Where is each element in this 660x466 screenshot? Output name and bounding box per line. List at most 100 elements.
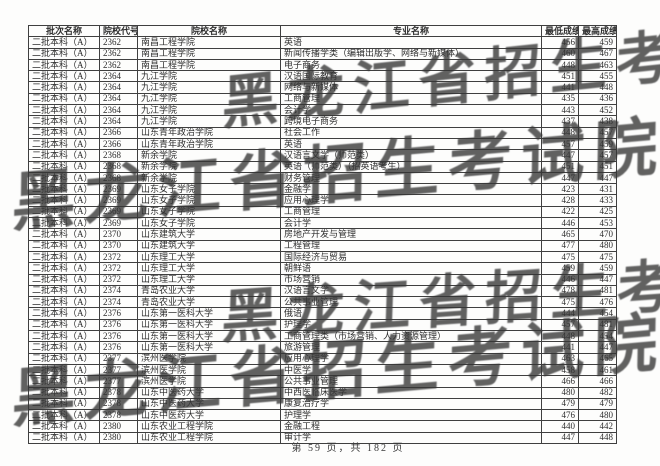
cell-major-name: 审计学: [280, 431, 542, 444]
cell-college-name: 南昌工程学院: [137, 36, 281, 49]
table-header-row: 批次名称 院校代号 院校名称 专业名称 最低成绩 最高成绩: [28, 24, 617, 38]
cell-major-name: 英语: [280, 137, 542, 151]
cell-major-name: 公共事业管理: [280, 375, 542, 388]
cell-college-code: 2376: [99, 318, 138, 332]
cell-min-score: 458: [541, 363, 579, 377]
cell-batch-name: 二批本科（A）: [28, 352, 100, 365]
cell-max-score: 475: [578, 250, 617, 264]
table-row: 二批本科（A） 2376 山东第一医科大学 旅游管理 441 447: [28, 341, 617, 354]
cell-min-score: 478: [541, 284, 579, 298]
cell-min-score: 457: [541, 137, 579, 151]
cell-max-score: 476: [578, 296, 617, 309]
cell-min-score: 444: [541, 307, 579, 320]
cell-major-name: 汉语言文学（师范类）: [280, 149, 542, 162]
cell-min-score: 459: [541, 262, 579, 275]
table-row: 二批本科（A） 2366 山东青年政治学院 社会工作 448 457: [28, 126, 617, 139]
cell-college-name: 山东中医药大学: [137, 397, 281, 411]
cell-min-score: 447: [541, 149, 579, 162]
header-cell: 批次名称: [28, 24, 100, 38]
cell-major-name: 金融工程: [280, 420, 542, 433]
cell-max-score: 425: [578, 205, 617, 219]
table-row: 二批本科（A） 2364 九江学院 会计学 443 452: [28, 104, 617, 117]
cell-college-name: 九江学院: [137, 115, 281, 128]
cell-college-name: 青岛农业大学: [137, 284, 281, 298]
cell-major-name: 英语（师范类）（招英语考生）: [280, 160, 542, 173]
cell-college-name: 山东农业工程学院: [137, 431, 281, 444]
cell-batch-name: 二批本科（A）: [28, 160, 100, 173]
admission-scores-table: 批次名称 院校代号 院校名称 专业名称 最低成绩 最高成绩 二批本科（A） 2362 南昌工程…: [28, 24, 617, 444]
cell-major-name: 房地产开发与管理: [280, 228, 542, 241]
cell-max-score: 448: [578, 81, 617, 94]
cell-max-score: 459: [578, 137, 617, 151]
cell-college-name: 山东女子学院: [137, 194, 281, 207]
cell-college-name: 山东理工大学: [137, 250, 281, 264]
cell-college-code: 2366: [99, 126, 138, 139]
cell-college-code: 2369: [99, 205, 138, 219]
cell-max-score: 459: [578, 262, 617, 275]
cell-min-score: 448: [541, 126, 579, 139]
cell-major-name: 护理学: [280, 318, 542, 332]
cell-college-name: 新余学院: [137, 160, 281, 173]
cell-batch-name: 二批本科（A）: [28, 171, 100, 185]
cell-college-code: 2380: [99, 431, 138, 444]
cell-min-score: 480: [541, 386, 579, 399]
cell-batch-name: 二批本科（A）: [28, 284, 100, 298]
cell-batch-name: 二批本科（A）: [28, 262, 100, 275]
cell-batch-name: 二批本科（A）: [28, 58, 100, 72]
table-row: 二批本科（A） 2370 山东建筑大学 房地产开发与管理 465 470: [28, 228, 617, 241]
cell-batch-name: 二批本科（A）: [28, 420, 100, 433]
cell-college-code: 2362: [99, 58, 138, 72]
cell-max-score: 454: [578, 330, 617, 343]
cell-max-score: 459: [578, 36, 617, 49]
table-row: 二批本科（A） 2362 南昌工程学院 新闻传播学类（编辑出版学、网络与新媒体） 460…: [28, 47, 617, 60]
cell-min-score: 448: [541, 58, 579, 72]
cell-college-name: 南昌工程学院: [137, 47, 281, 60]
cell-batch-name: 二批本科（A）: [28, 115, 100, 128]
cell-major-name: 工程管理: [280, 239, 542, 252]
cell-max-score: 447: [578, 273, 617, 286]
cell-min-score: 475: [541, 250, 579, 264]
cell-batch-name: 二批本科（A）: [28, 205, 100, 219]
cell-max-score: 481: [578, 318, 617, 332]
cell-max-score: 470: [578, 228, 617, 241]
cell-college-code: 2372: [99, 262, 138, 275]
table-row: 二批本科（A） 2369 山东女子学院 工商管理 422 425: [28, 205, 617, 219]
table-body: 二批本科（A） 2362 南昌工程学院 英语 456 459 二批本科（A） 2362 南昌工程…: [28, 36, 617, 444]
cell-college-name: 山东建筑大学: [137, 239, 281, 252]
cell-max-score: 457: [578, 149, 617, 162]
cell-major-name: 工商管理类（市场营销、人力资源管理）: [280, 330, 542, 343]
cell-major-name: 国际经济与贸易: [280, 250, 542, 264]
table-row: 二批本科（A） 2376 山东第一医科大学 工商管理类（市场营销、人力资源管理） 448…: [28, 330, 617, 343]
cell-major-name: 工商管理: [280, 205, 542, 219]
cell-major-name: 中医学: [280, 363, 542, 377]
table-row: 二批本科（A） 2368 新余学院 英语（师范类）（招英语考生） 451 451: [28, 160, 617, 173]
cell-batch-name: 二批本科（A）: [28, 194, 100, 207]
cell-batch-name: 二批本科（A）: [28, 137, 100, 151]
cell-batch-name: 二批本科（A）: [28, 363, 100, 377]
cell-major-name: 金融学: [280, 183, 542, 196]
cell-min-score: 451: [541, 70, 579, 83]
cell-min-score: 476: [541, 409, 579, 422]
cell-batch-name: 二批本科（A）: [28, 126, 100, 139]
cell-batch-name: 二批本科（A）: [28, 47, 100, 60]
cell-min-score: 441: [541, 341, 579, 354]
cell-major-name: 康复治疗学: [280, 397, 542, 411]
cell-college-name: 山东第一医科大学: [137, 307, 281, 320]
cell-college-code: 2364: [99, 70, 138, 83]
cell-batch-name: 二批本科（A）: [28, 81, 100, 94]
cell-college-name: 山东理工大学: [137, 273, 281, 286]
cell-batch-name: 二批本科（A）: [28, 104, 100, 117]
table-row: 二批本科（A） 2369 山东女子学院 会计学 446 453: [28, 217, 617, 230]
table-row: 二批本科（A） 2370 山东建筑大学 工程管理 477 480: [28, 239, 617, 252]
cell-college-code: 2376: [99, 307, 138, 320]
cell-max-score: 442: [578, 420, 617, 433]
cell-college-code: 2372: [99, 250, 138, 264]
cell-max-score: 463: [578, 58, 617, 72]
table-row: 二批本科（A） 2378 山东中医药大学 护理学 476 480: [28, 409, 617, 422]
table-row: 二批本科（A） 2374 青岛农业大学 公共事业管理 475 476: [28, 296, 617, 309]
cell-max-score: 466: [578, 375, 617, 388]
cell-major-name: 新闻传播学类（编辑出版学、网络与新媒体）: [280, 47, 542, 60]
cell-college-name: 山东青年政治学院: [137, 137, 281, 151]
cell-major-name: 中西医临床医学: [280, 386, 542, 399]
